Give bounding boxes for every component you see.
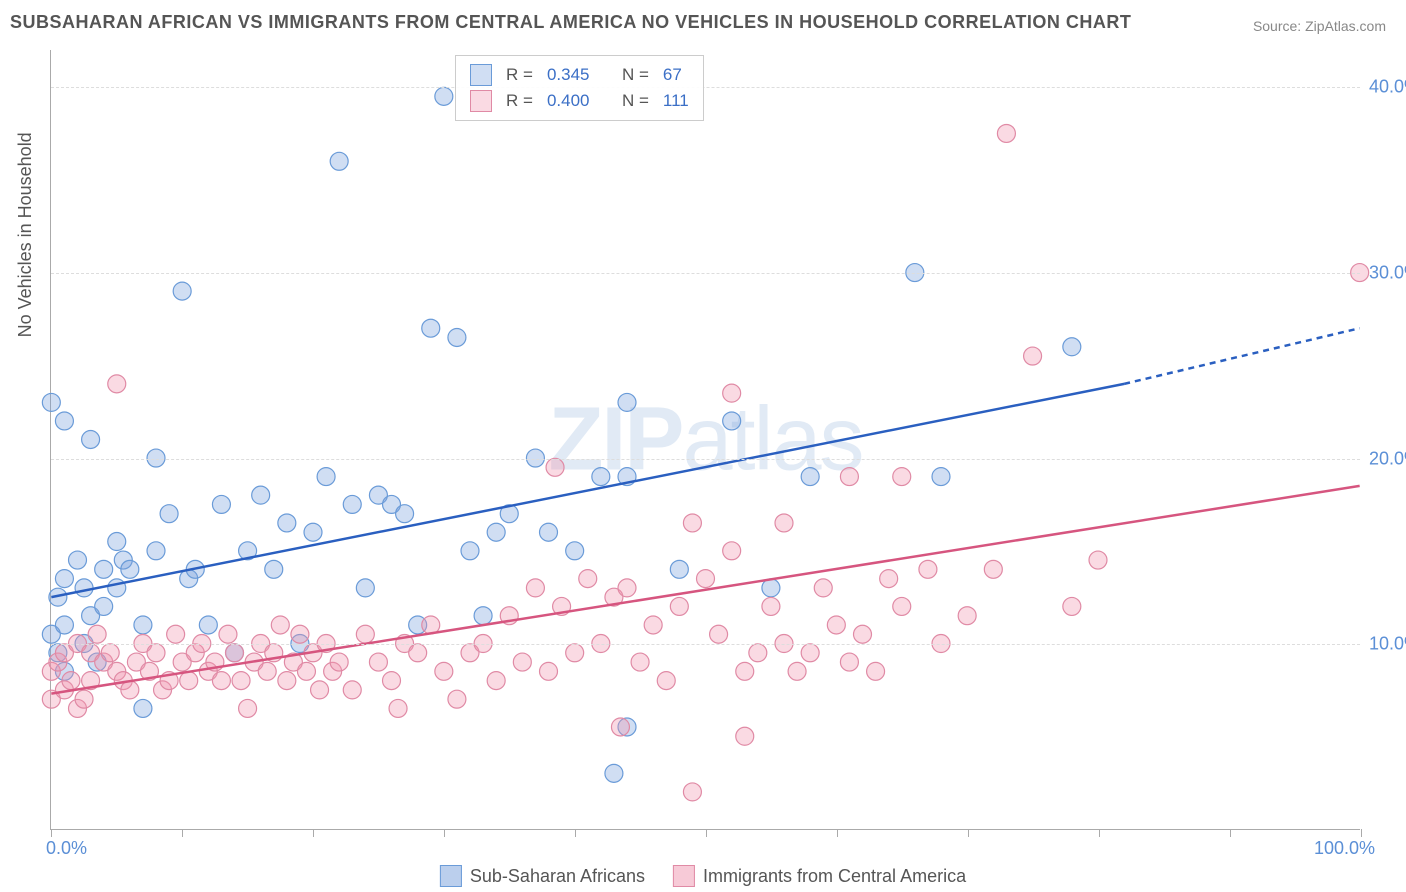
legend-n-label: N = [622, 65, 649, 85]
correlation-legend: R = 0.345 N = 67 R = 0.400 N = 111 [455, 55, 704, 121]
legend-item: Sub-Saharan Africans [440, 865, 645, 887]
x-tick [182, 829, 183, 837]
x-tick [968, 829, 969, 837]
series-legend: Sub-Saharan Africans Immigrants from Cen… [440, 865, 966, 887]
x-tick [706, 829, 707, 837]
legend-r-label: R = [506, 65, 533, 85]
legend-r-label: R = [506, 91, 533, 111]
x-tick [444, 829, 445, 837]
legend-n-value: 67 [663, 65, 682, 85]
legend-r-value: 0.400 [547, 91, 602, 111]
x-tick [1099, 829, 1100, 837]
x-tick [51, 829, 52, 837]
legend-row: R = 0.345 N = 67 [470, 62, 689, 88]
correlation-chart: SUBSAHARAN AFRICAN VS IMMIGRANTS FROM CE… [0, 0, 1406, 892]
y-tick-label: 10.0% [1369, 634, 1406, 655]
x-tick-min: 0.0% [46, 838, 87, 859]
legend-r-value: 0.345 [547, 65, 602, 85]
scatter-svg [51, 50, 1360, 829]
y-tick-label: 30.0% [1369, 262, 1406, 283]
gridline [51, 644, 1360, 645]
x-tick [837, 829, 838, 837]
x-tick-max: 100.0% [1314, 838, 1375, 859]
legend-n-label: N = [622, 91, 649, 111]
x-tick [313, 829, 314, 837]
y-axis-label: No Vehicles in Household [15, 132, 36, 337]
legend-item: Immigrants from Central America [673, 865, 966, 887]
y-tick-label: 40.0% [1369, 77, 1406, 98]
plot-area: ZIPatlas 0.0% 100.0% 10.0%20.0%30.0%40.0… [50, 50, 1360, 830]
x-tick [575, 829, 576, 837]
source-attribution: Source: ZipAtlas.com [1253, 18, 1386, 34]
gridline [51, 273, 1360, 274]
gridline [51, 459, 1360, 460]
x-tick [1230, 829, 1231, 837]
legend-swatch [470, 90, 492, 112]
legend-swatch [440, 865, 462, 887]
y-tick-label: 20.0% [1369, 448, 1406, 469]
legend-swatch [470, 64, 492, 86]
legend-label: Immigrants from Central America [703, 866, 966, 887]
x-tick [1361, 829, 1362, 837]
gridline [51, 87, 1360, 88]
legend-label: Sub-Saharan Africans [470, 866, 645, 887]
legend-n-value: 111 [663, 91, 689, 111]
legend-row: R = 0.400 N = 111 [470, 88, 689, 114]
legend-swatch [673, 865, 695, 887]
chart-title: SUBSAHARAN AFRICAN VS IMMIGRANTS FROM CE… [10, 12, 1131, 33]
